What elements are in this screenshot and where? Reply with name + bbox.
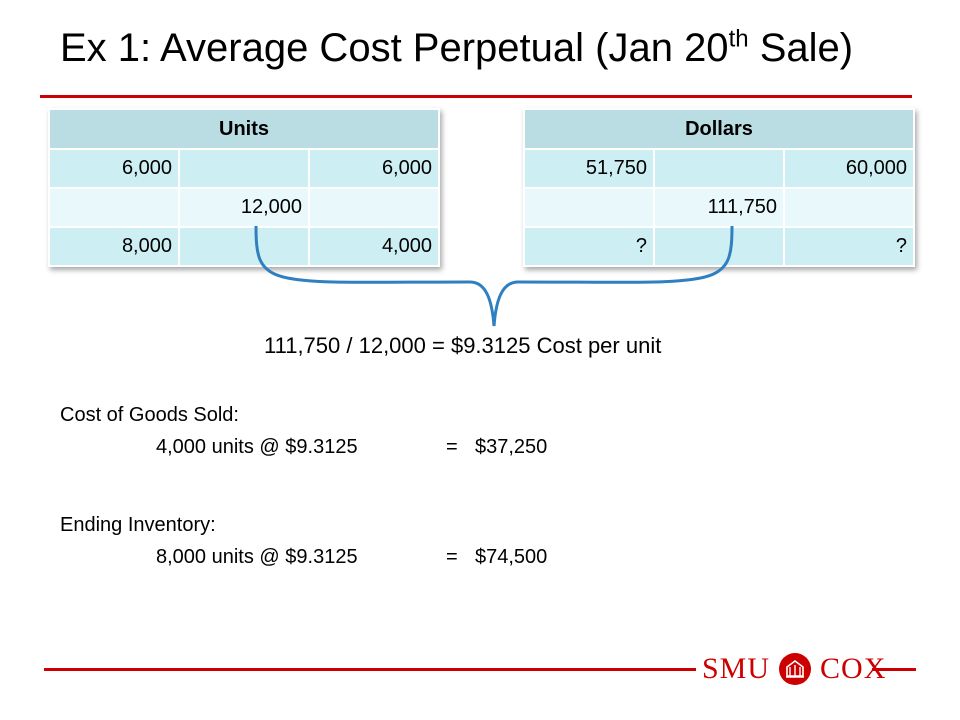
table-row: 8,000 4,000 [48, 226, 440, 267]
table-row: 111,750 [523, 187, 915, 228]
table-row: ? ? [523, 226, 915, 267]
table-cell: ? [783, 226, 915, 267]
units-table: Units 6,000 6,000 12,000 8,000 4,000 [48, 108, 440, 267]
title-main: Ex 1: Average Cost Perpetual (Jan 20 [60, 26, 729, 70]
bottom-divider-left [44, 668, 696, 671]
cogs-result: $37,250 [475, 436, 548, 458]
table-cell [783, 187, 915, 228]
ending-inventory-label: Ending Inventory: [60, 514, 216, 536]
university-seal-icon [779, 653, 812, 685]
cogs-label: Cost of Goods Sold: [60, 404, 239, 426]
table-cell [178, 226, 310, 267]
brace-path [254, 225, 734, 327]
table-cell: 4,000 [308, 226, 440, 267]
dollars-header: Dollars [523, 108, 915, 150]
smu-cox-logo: SMU COX [702, 648, 886, 690]
table-cell [653, 226, 785, 267]
table-row: 12,000 [48, 187, 440, 228]
ending-inventory-equals: = [446, 546, 458, 568]
table-cell [308, 187, 440, 228]
table-cell [653, 148, 785, 189]
dollars-table: Dollars 51,750 60,000 111,750 ? ? [523, 108, 915, 267]
table-cell: 6,000 [48, 148, 180, 189]
table-row: 6,000 6,000 [48, 148, 440, 189]
table-cell [48, 187, 180, 228]
cogs-calc: 4,000 units @ $9.3125 [156, 436, 358, 458]
slide-title: Ex 1: Average Cost Perpetual (Jan 20th S… [60, 22, 853, 74]
logo-text-smu: SMU [702, 652, 771, 685]
table-cell [178, 148, 310, 189]
ending-inventory-calc: 8,000 units @ $9.3125 [156, 546, 358, 568]
table-cell: 6,000 [308, 148, 440, 189]
table-cell: 60,000 [783, 148, 915, 189]
cost-per-unit-formula: 111,750 / 12,000 = $9.3125 Cost per unit [264, 333, 662, 358]
table-cell: 111,750 [653, 187, 785, 228]
ending-inventory-result: $74,500 [475, 546, 548, 568]
table-cell [523, 187, 655, 228]
table-cell: 8,000 [48, 226, 180, 267]
table-cell: 51,750 [523, 148, 655, 189]
title-tail: Sale) [748, 26, 854, 70]
bottom-divider-right [872, 668, 916, 671]
cogs-equals: = [446, 436, 458, 458]
units-header: Units [48, 108, 440, 150]
table-row: 51,750 60,000 [523, 148, 915, 189]
logo-text-cox: COX [820, 652, 887, 685]
table-cell: ? [523, 226, 655, 267]
table-cell: 12,000 [178, 187, 310, 228]
title-superscript: th [728, 25, 749, 53]
top-divider [40, 95, 912, 98]
